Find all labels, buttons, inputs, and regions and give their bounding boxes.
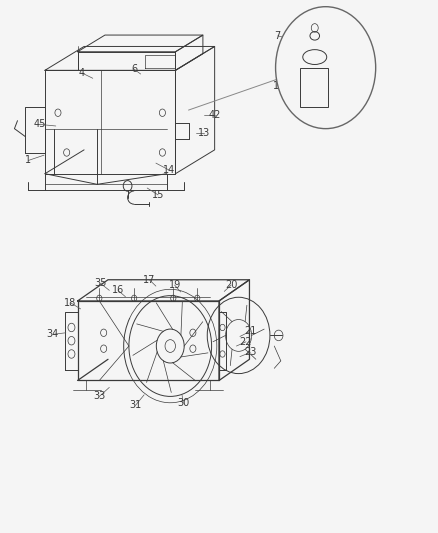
Text: 45: 45 — [33, 119, 46, 130]
Text: 12: 12 — [273, 81, 285, 91]
Text: 7: 7 — [275, 31, 281, 41]
Text: 6: 6 — [131, 64, 137, 74]
Text: 15: 15 — [152, 190, 164, 200]
Text: 14: 14 — [163, 165, 175, 175]
Text: 22: 22 — [240, 337, 252, 347]
Text: 35: 35 — [95, 278, 107, 288]
Text: 18: 18 — [64, 297, 76, 308]
Text: 16: 16 — [112, 285, 124, 295]
Text: 4: 4 — [79, 68, 85, 78]
Text: 23: 23 — [244, 348, 257, 358]
Text: 13: 13 — [198, 128, 210, 138]
Text: 31: 31 — [129, 400, 141, 410]
Text: 20: 20 — [225, 280, 237, 290]
Text: 30: 30 — [177, 398, 190, 408]
Text: 34: 34 — [46, 329, 59, 340]
Text: 1: 1 — [25, 156, 32, 165]
Text: 19: 19 — [169, 280, 181, 290]
Text: 21: 21 — [244, 326, 257, 336]
Text: 33: 33 — [93, 391, 106, 401]
Text: 17: 17 — [143, 274, 155, 285]
Text: 42: 42 — [208, 110, 221, 120]
Circle shape — [276, 7, 376, 128]
Text: 8: 8 — [366, 50, 372, 59]
